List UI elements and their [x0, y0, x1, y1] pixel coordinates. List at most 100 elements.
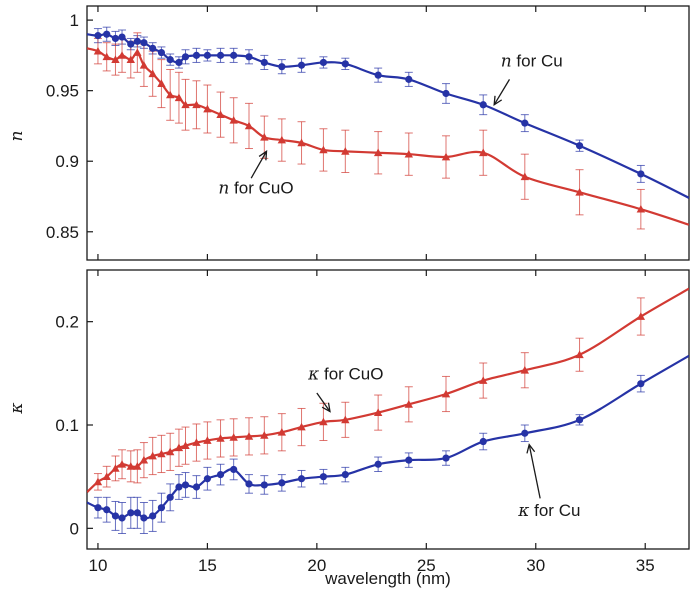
data-point-cu [94, 32, 102, 40]
data-point-cuo [319, 417, 328, 426]
data-point-cuo [133, 48, 142, 56]
x-tick-label: 15 [198, 556, 217, 575]
data-point-cuo [373, 408, 383, 416]
data-point-cuo [102, 52, 111, 61]
data-point-cuo [229, 433, 238, 441]
data-point-cu [405, 75, 413, 83]
data-point-cuo [520, 172, 530, 181]
data-point-cu [405, 456, 413, 464]
data-point-cu [260, 58, 268, 67]
data-point-cu [230, 465, 238, 474]
data-point-cu [103, 30, 111, 38]
data-point-cuo [479, 148, 488, 157]
y-tick-label-n: 0.9 [55, 152, 79, 171]
data-point-cuo [341, 147, 350, 155]
data-point-cu [118, 514, 126, 522]
annotations-n: n for Cu n for CuO [218, 52, 562, 199]
data-point-cu [297, 475, 306, 483]
annotation-text: for CuO [229, 179, 293, 198]
y-axis-label-n: n [7, 131, 27, 142]
annotation-text: for Cu [529, 501, 580, 520]
y-tick-label-kappa: 0 [70, 519, 79, 538]
plot-frame-n [86, 5, 690, 261]
annotation-text: for Cu [512, 52, 563, 71]
y-tick-label-n: 0.95 [46, 82, 79, 101]
data-point-cuo [126, 55, 135, 63]
data-point-cu [216, 471, 225, 479]
data-point-cuo [260, 133, 269, 141]
data-point-cuo [174, 93, 184, 102]
data-point-cuo [192, 100, 201, 109]
data-point-cu [374, 71, 382, 79]
series-markers-n [93, 30, 646, 213]
y-tick-label-kappa: 0.2 [55, 313, 79, 332]
data-point-cu [637, 380, 645, 388]
data-point-cuo [404, 400, 413, 408]
data-point-cuo [260, 431, 269, 439]
annotation-symbol: n [501, 52, 512, 72]
annotation-arrow [316, 392, 331, 412]
tick-labels-kappa: 0 0.1 0.2 10 15 20 25 30 35 [55, 313, 654, 575]
data-point-cuo [479, 376, 488, 384]
data-point-cu [175, 58, 183, 67]
data-point-cuo [441, 389, 451, 398]
series-line-cuo [87, 47, 689, 226]
data-point-cuo [520, 366, 530, 374]
data-point-cuo [102, 472, 111, 481]
tick-labels-n: 0.85 0.9 0.95 1 [46, 11, 79, 242]
panel-refractive-index-n: 0.850.90.951 n for Cun for CuO n [7, 5, 690, 261]
annotation-arrowhead [321, 402, 331, 413]
data-point-cu [118, 33, 126, 41]
data-point-cu [245, 53, 253, 61]
series-line-cu [87, 354, 689, 520]
data-point-cuo [216, 434, 225, 442]
data-point-cu [94, 504, 102, 512]
data-point-cu [140, 514, 148, 522]
annotation-arrowhead [526, 443, 536, 454]
data-point-cuo [277, 428, 287, 436]
x-tick-label: 20 [307, 556, 326, 575]
annotation-symbol: κ [307, 365, 319, 385]
data-point-cuo [126, 462, 135, 470]
data-point-cu [192, 51, 201, 59]
data-point-cuo [181, 100, 190, 109]
series-markers-kappa [93, 312, 646, 522]
data-point-cu [442, 89, 450, 98]
y-axis-label-kappa: κ [7, 402, 27, 414]
data-point-cu [278, 63, 286, 71]
data-point-cuo [148, 451, 157, 460]
data-point-cuo [165, 90, 175, 99]
x-tick-label: 10 [88, 556, 107, 575]
annotation-arrow [528, 444, 541, 499]
plot-frame-kappa [86, 269, 690, 550]
data-point-cu [297, 61, 306, 69]
data-point-cuo [93, 46, 103, 55]
data-point-cu [245, 480, 253, 488]
data-point-cuo [139, 61, 149, 69]
data-point-cu [157, 48, 166, 57]
series-line-cu [87, 33, 689, 199]
annotation-symbol: κ [517, 501, 529, 521]
data-point-cu [203, 475, 211, 483]
data-point-cu [521, 429, 529, 437]
data-point-cuo [297, 138, 306, 147]
data-point-cuo [319, 145, 328, 154]
annotation-label: n for CuO [218, 179, 293, 199]
data-point-cuo [244, 121, 254, 130]
data-point-cu [111, 34, 120, 43]
annotation-label: κ for Cu [517, 501, 580, 521]
data-point-cu [479, 437, 487, 446]
data-point-cu [149, 512, 157, 520]
data-point-cuo [404, 149, 413, 158]
x-tick-label: 25 [417, 556, 436, 575]
data-point-cu [140, 39, 148, 47]
annotation-arrow [493, 79, 511, 106]
tick-marks-kappa [87, 270, 646, 549]
annotation-text: for CuO [319, 365, 383, 384]
annotation-label: κ for CuO [307, 365, 383, 385]
data-point-cuo [181, 441, 190, 450]
x-tick-label: 35 [636, 556, 655, 575]
